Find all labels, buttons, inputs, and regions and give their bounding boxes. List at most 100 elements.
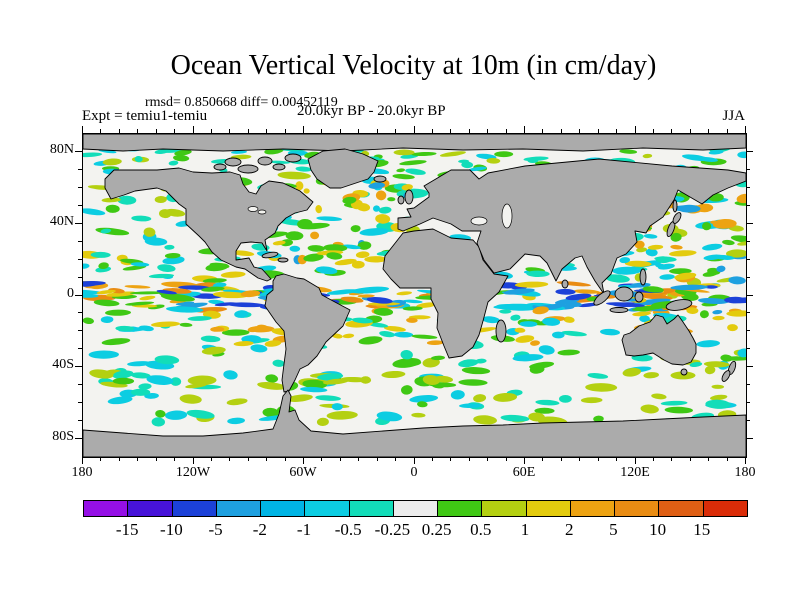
anomaly-blob <box>510 314 521 321</box>
anomaly-blob <box>323 244 348 252</box>
axis-tick <box>266 457 267 461</box>
anomaly-blob <box>400 359 422 367</box>
anomaly-blob <box>401 184 413 191</box>
sumatra-island <box>593 290 611 306</box>
anomaly-blob <box>431 355 445 361</box>
anomaly-blob <box>475 358 487 364</box>
anomaly-blob <box>411 151 437 157</box>
anomaly-blob <box>670 371 696 380</box>
colorbar-boundary-label: -0.5 <box>334 520 362 539</box>
longitude-label: 180 <box>71 465 93 480</box>
axis-tick <box>285 129 286 133</box>
axis-tick <box>616 457 617 461</box>
antarctica-landmass <box>83 389 746 457</box>
anomaly-blob <box>699 157 718 162</box>
colorbar-segment <box>482 501 527 516</box>
anomaly-blob <box>458 379 488 386</box>
anomaly-blob <box>134 155 143 163</box>
great-lakes <box>247 206 259 212</box>
anomaly-blob <box>476 153 497 160</box>
anomaly-blob <box>340 376 369 383</box>
anomaly-blob <box>670 232 682 242</box>
anomaly-blob <box>300 386 328 393</box>
anomaly-blob <box>262 407 279 418</box>
anomaly-blob <box>234 310 249 318</box>
anomaly-blob <box>585 383 618 392</box>
anomaly-blob <box>143 227 156 237</box>
page-title: Ocean Vertical Velocity at 10m (in cm/da… <box>170 50 657 81</box>
anomaly-blob <box>387 197 396 202</box>
anomaly-blob <box>156 289 177 295</box>
anomaly-blob <box>257 381 287 390</box>
anomaly-blob <box>272 359 285 367</box>
anomaly-blob <box>702 271 718 277</box>
axis-tick <box>671 129 672 133</box>
map-canvas <box>83 134 746 457</box>
anomaly-blob <box>468 166 487 172</box>
axis-tick <box>469 457 470 461</box>
sri-lanka-island <box>561 279 569 289</box>
black-sea <box>470 216 488 226</box>
anomaly-blob <box>98 262 109 270</box>
anomaly-blob <box>605 302 646 307</box>
axis-tick <box>229 129 230 133</box>
anomaly-blob <box>703 361 730 368</box>
colorbar-segment <box>615 501 660 516</box>
axis-tick <box>377 457 378 461</box>
axis-tick <box>690 457 691 461</box>
borneo-island <box>614 286 634 302</box>
axis-tick <box>321 129 322 133</box>
axis-tick <box>303 126 304 133</box>
anomaly-blob <box>285 231 304 241</box>
axis-tick <box>746 223 753 224</box>
anomaly-blob <box>396 291 412 296</box>
anomaly-blob <box>561 330 587 337</box>
islands <box>213 153 737 382</box>
axis-tick <box>321 457 322 461</box>
iceland-island <box>373 175 387 183</box>
new-guinea-island <box>665 299 693 311</box>
anomaly-blob <box>674 272 697 280</box>
continents <box>83 134 746 457</box>
anomaly-blob <box>379 331 396 338</box>
axis-tick <box>746 169 750 170</box>
axis-tick <box>746 151 753 152</box>
axis-tick <box>542 457 543 461</box>
anomaly-blob <box>201 286 225 292</box>
anomaly-blob <box>117 195 137 205</box>
colorbar-segment <box>659 501 704 516</box>
longitude-label: 120W <box>175 465 211 480</box>
anomaly-blob <box>473 415 497 425</box>
anomaly-blob <box>708 150 724 155</box>
anomaly-blob <box>737 151 746 159</box>
anomaly-blob <box>151 417 165 427</box>
colorbar-segment <box>128 501 173 516</box>
anomaly-blob <box>356 203 371 212</box>
longitude-label: 180 <box>734 465 756 480</box>
anomaly-blob <box>315 205 323 214</box>
anomaly-blob <box>493 303 534 310</box>
axis-tick <box>746 295 753 296</box>
axis-tick <box>193 457 194 464</box>
colorbar-boundary-label: 15 <box>693 520 711 539</box>
anomaly-blob <box>154 355 180 365</box>
anomaly-blob <box>712 315 725 321</box>
anomaly-blob <box>334 258 357 266</box>
anomaly-blob <box>643 234 658 239</box>
axis-tick <box>377 129 378 133</box>
anomaly-blob <box>559 394 572 403</box>
anomaly-blob <box>200 335 221 343</box>
anomaly-blob <box>593 415 604 423</box>
anomaly-blob <box>326 252 343 260</box>
axis-tick <box>598 457 599 461</box>
anomaly-blob <box>175 301 195 306</box>
anomaly-blob <box>383 325 406 332</box>
anomaly-blob <box>364 256 387 263</box>
axis-tick <box>78 241 82 242</box>
anomaly-blob <box>394 331 414 338</box>
axis-tick <box>211 129 212 133</box>
colorbar-boundary-label: 1 <box>520 520 530 539</box>
axis-tick <box>78 259 82 260</box>
anomaly-blob <box>670 284 708 291</box>
